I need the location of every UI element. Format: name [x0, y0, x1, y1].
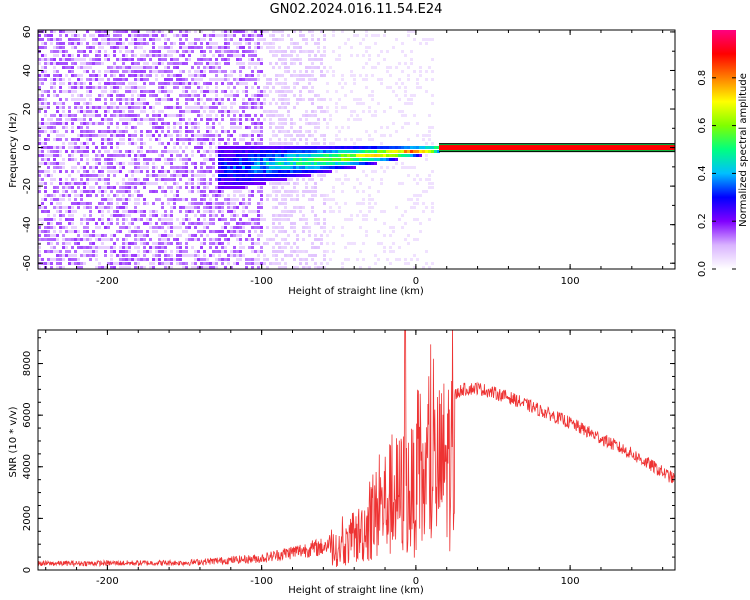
- snr-y-ticks: 0 2000 4000 6000 8000: [22, 337, 675, 573]
- y-tick-label: 0: [22, 144, 33, 150]
- snr-x-ticks: -200 -100 0 100: [45, 330, 664, 587]
- y-tick-label: 0: [22, 567, 33, 573]
- y-tick-label: -60: [22, 255, 33, 271]
- x-tick-label: 0: [413, 576, 419, 587]
- spectrogram-x-label: Height of straight line (km): [288, 286, 424, 297]
- colorbar-tick-label: 0.8: [697, 70, 708, 86]
- spectrogram-x-ticks: -200 -100 0 100: [45, 30, 664, 287]
- spectrogram-y-label: Frequency (Hz): [8, 112, 19, 188]
- constant-frequency-line: [439, 143, 675, 153]
- y-tick-label: 2000: [22, 506, 33, 531]
- snr-x-label: Height of straight line (km): [288, 585, 424, 596]
- spectrogram-frame: [37, 29, 676, 270]
- y-tick-label: -20: [22, 178, 33, 194]
- colorbar-label: Normalized spectral amplitude: [738, 73, 749, 227]
- colorbar-tick-label: 0.4: [697, 165, 708, 181]
- colorbar-tick-label: 0.0: [697, 261, 708, 277]
- snr-y-label: SNR (10 * v/v): [8, 406, 19, 477]
- x-tick-label: -100: [250, 576, 273, 587]
- x-tick-label: 100: [561, 576, 580, 587]
- figure-title: GN02.2024.016.11.54.E24: [270, 2, 443, 17]
- x-tick-label: -100: [250, 276, 273, 287]
- colorbar-ticks: 0.0 0.2 0.4 0.6 0.8: [697, 70, 736, 277]
- colorbar: 0.0 0.2 0.4 0.6 0.8 Normalized spectral ampl…: [697, 30, 749, 277]
- heatmap-cells: [38, 30, 440, 269]
- x-tick-label: -200: [96, 576, 119, 587]
- y-tick-label: 60: [22, 26, 33, 39]
- spectrogram-y-ticks: -60 -40 -20 0 20 40 60: [22, 26, 675, 271]
- y-tick-label: 20: [22, 103, 33, 116]
- snr-series: [38, 330, 675, 568]
- snr-frame: [37, 329, 676, 571]
- y-tick-label: 6000: [22, 402, 33, 427]
- y-tick-label: 4000: [22, 454, 33, 479]
- snr-line: [38, 330, 675, 568]
- x-tick-label: 100: [561, 276, 580, 287]
- y-tick-label: 8000: [22, 351, 33, 376]
- y-tick-label: 40: [22, 64, 33, 77]
- colorbar-gradient: [712, 30, 736, 269]
- y-tick-label: -40: [22, 216, 33, 232]
- x-tick-label: 0: [413, 276, 419, 287]
- x-tick-label: -200: [96, 276, 119, 287]
- colorbar-tick-label: 0.6: [697, 118, 708, 134]
- colorbar-tick-label: 0.2: [697, 213, 708, 229]
